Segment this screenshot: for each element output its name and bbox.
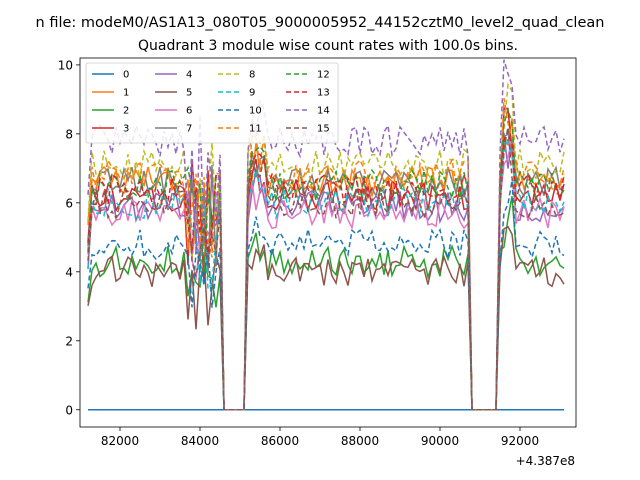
legend-label-2: 2 (123, 106, 129, 117)
legend-label-8: 8 (249, 70, 255, 81)
series-line-15 (87, 127, 565, 411)
x-tick-label: 88000 (341, 434, 379, 448)
legend-label-4: 4 (186, 70, 192, 81)
legend-label-13: 13 (317, 88, 330, 99)
x-tick-label: 82000 (101, 434, 139, 448)
x-tick-label: 84000 (181, 434, 219, 448)
legend-label-6: 6 (186, 106, 192, 117)
y-tick-label: 2 (65, 334, 73, 348)
legend-label-3: 3 (123, 124, 129, 135)
series-line-10 (87, 180, 565, 411)
y-tick-label: 10 (58, 58, 73, 72)
legend-label-15: 15 (317, 124, 330, 135)
legend-label-10: 10 (249, 106, 262, 117)
legend-label-14: 14 (317, 106, 330, 117)
plot-area-frame (79, 57, 577, 428)
chart-suptitle: n file: modeM0/AS1A13_080T05_9000005952_… (36, 15, 605, 31)
x-offset-label: +4.387e8 (516, 454, 575, 468)
y-tick-label: 8 (65, 127, 73, 141)
legend-label-5: 5 (186, 88, 192, 99)
legend-label-0: 0 (123, 70, 129, 81)
legend-label-9: 9 (249, 88, 255, 99)
legend-label-1: 1 (123, 88, 129, 99)
y-tick-label: 6 (65, 196, 73, 210)
y-tick-label: 0 (65, 403, 73, 417)
legend-label-11: 11 (249, 124, 262, 135)
y-axis: 0 2 4 6 8 10 (58, 58, 80, 417)
x-tick-label: 92000 (501, 434, 539, 448)
series-layer (87, 59, 565, 411)
x-axis: 82000 84000 86000 88000 90000 92000 (101, 427, 539, 448)
legend-label-12: 12 (317, 70, 330, 81)
legend-box (85, 62, 339, 144)
x-tick-label: 86000 (261, 434, 299, 448)
chart-title: Quadrant 3 module wise count rates with … (138, 38, 518, 54)
series-line-11 (87, 98, 565, 411)
legend-label-7: 7 (186, 124, 192, 135)
x-tick-label: 90000 (421, 434, 459, 448)
y-tick-label: 4 (65, 265, 73, 279)
